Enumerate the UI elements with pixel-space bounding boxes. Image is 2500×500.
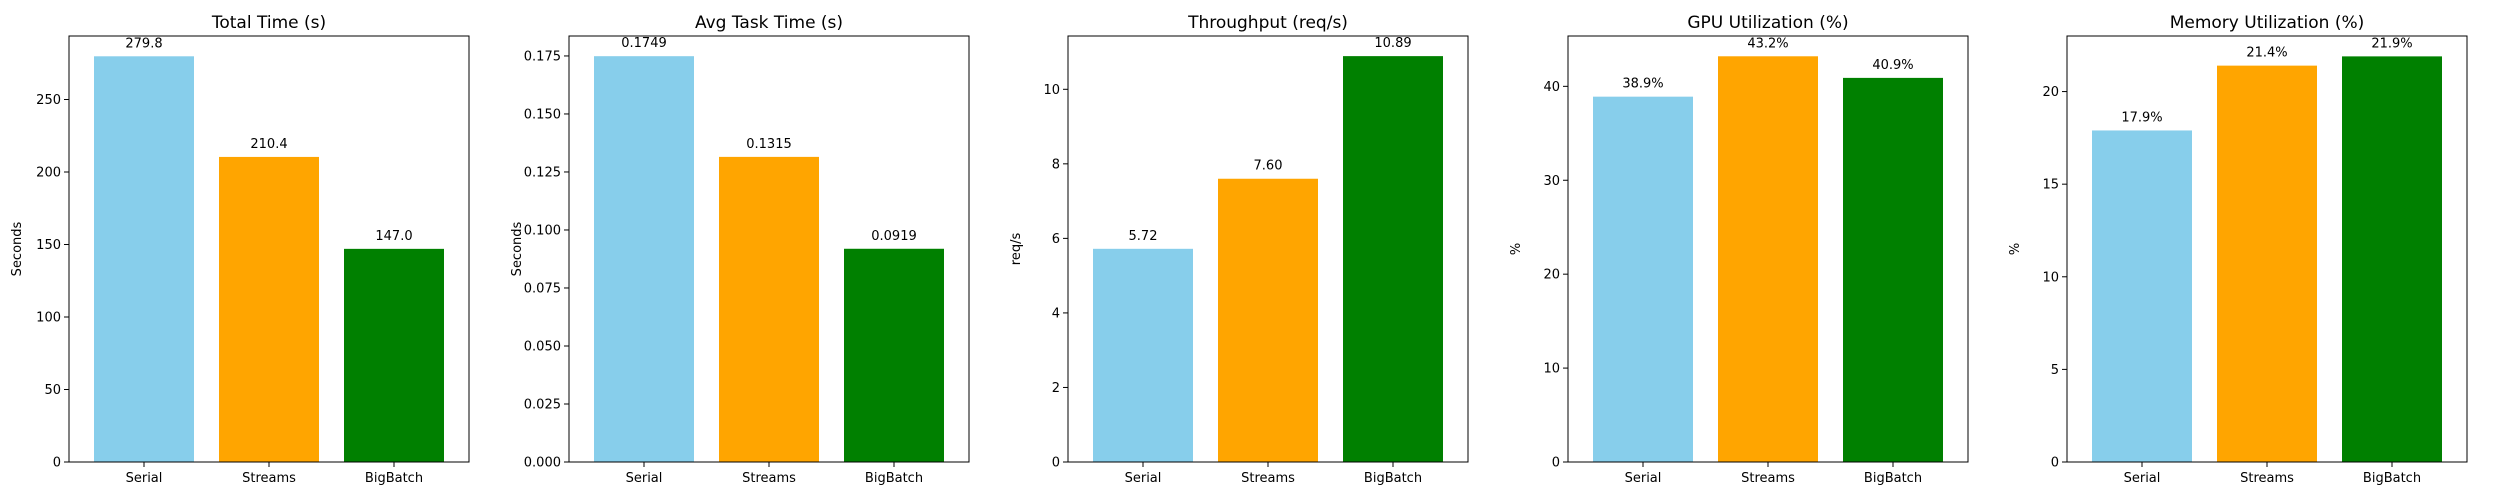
y-tick-label: 40: [1543, 80, 1560, 95]
y-axis-label: req/s: [1009, 233, 1024, 266]
y-tick-label: 6: [1052, 232, 1060, 247]
bar-serial: [2092, 130, 2192, 462]
y-tick-label: 0: [2051, 456, 2059, 471]
x-tick-label: Serial: [2124, 471, 2161, 486]
bar-streams: [1218, 178, 1318, 462]
bar-bigbatch: [344, 248, 444, 462]
y-tick-label: 2: [1052, 381, 1060, 396]
y-tick-label: 0.025: [524, 397, 561, 412]
chart-panel-3: 5.72 7.60 10.89 0 2 4 6 8 10 Serial Streams BigBatc…: [1009, 13, 1469, 486]
data-label: 0.1315: [746, 137, 792, 152]
data-label: 10.89: [1374, 36, 1411, 51]
bar-streams: [719, 156, 819, 462]
y-tick-label: 0: [1052, 456, 1060, 471]
bar-bigbatch: [1343, 56, 1443, 463]
y-axis-label: Seconds: [10, 221, 25, 276]
chart-panel-1: 279.8 210.4 147.0 0 50 100 150 200 250 Serial Stre…: [10, 13, 470, 486]
y-tick-label: 8: [1052, 157, 1060, 172]
y-tick-label: 10: [2042, 270, 2059, 285]
y-axis-label: %: [2008, 243, 2023, 255]
chart-title: Avg Task Time (s): [695, 13, 843, 33]
bar-streams: [2217, 65, 2317, 463]
y-tick-label: 0.175: [524, 49, 561, 64]
chart-panel-5: 17.9% 21.4% 21.9% 0 5 10 15 20 Serial Streams BigB…: [2008, 13, 2468, 486]
data-label: 210.4: [250, 137, 287, 152]
y-tick-label: 15: [2042, 178, 2059, 193]
y-tick-label: 10: [1543, 362, 1560, 377]
x-tick-label: Serial: [126, 471, 163, 486]
y-tick-label: 0.100: [524, 223, 561, 238]
x-tick-label: Streams: [1741, 471, 1795, 486]
y-tick-label: 0.125: [524, 165, 561, 180]
data-label: 21.9%: [2371, 36, 2412, 51]
y-tick-label: 200: [36, 166, 61, 181]
data-label: 43.2%: [1747, 36, 1788, 51]
y-tick-label: 150: [36, 238, 61, 253]
bar-bigbatch: [844, 248, 944, 462]
data-label: 279.8: [125, 36, 162, 51]
bar-serial: [94, 56, 194, 462]
chart-panel-2: 0.1749 0.1315 0.0919 0.000 0.025 0.050 0.075 0.…: [510, 13, 970, 486]
y-tick-label: 10: [1043, 83, 1060, 98]
y-tick-label: 250: [36, 93, 61, 108]
y-tick-label: 20: [2042, 85, 2059, 100]
x-tick-label: BigBatch: [365, 471, 423, 486]
bar-serial: [594, 56, 694, 462]
data-label: 38.9%: [1622, 77, 1663, 92]
x-tick-label: Serial: [1125, 471, 1162, 486]
data-label: 40.9%: [1872, 58, 1913, 73]
y-tick-label: 4: [1052, 306, 1060, 321]
data-label: 7.60: [1254, 159, 1283, 174]
chart-title: Memory Utilization (%): [2170, 13, 2365, 33]
data-label: 17.9%: [2121, 110, 2162, 125]
y-tick-label: 0: [1552, 456, 1560, 471]
bar-streams: [219, 156, 319, 462]
chart-panel-4: 38.9% 43.2% 40.9% 0 10 20 30 40 Serial Streams Big…: [1509, 13, 1969, 486]
x-tick-label: Streams: [742, 471, 796, 486]
chart-title: GPU Utilization (%): [1687, 13, 1848, 33]
data-label: 147.0: [375, 229, 412, 244]
y-tick-label: 100: [36, 311, 61, 326]
x-tick-label: BigBatch: [2363, 471, 2421, 486]
y-axis-label: %: [1509, 243, 1524, 255]
bar-serial: [1593, 96, 1693, 462]
data-label: 0.0919: [871, 229, 917, 244]
x-tick-label: Serial: [626, 471, 663, 486]
y-tick-label: 0.150: [524, 107, 561, 122]
x-tick-label: Streams: [1241, 471, 1295, 486]
y-axis-label: Seconds: [510, 221, 525, 276]
bar-bigbatch: [2342, 56, 2442, 463]
y-tick-label: 0.075: [524, 281, 561, 296]
y-tick-label: 0: [53, 456, 61, 471]
y-tick-label: 50: [44, 383, 61, 398]
y-tick-label: 30: [1543, 174, 1560, 189]
data-label: 21.4%: [2246, 46, 2287, 61]
x-tick-label: Serial: [1625, 471, 1662, 486]
bar-streams: [1718, 56, 1818, 463]
data-label: 0.1749: [621, 36, 667, 51]
x-tick-label: BigBatch: [1364, 471, 1422, 486]
x-tick-label: Streams: [2240, 471, 2294, 486]
y-tick-label: 20: [1543, 268, 1560, 283]
data-label: 5.72: [1129, 229, 1158, 244]
chart-title: Total Time (s): [211, 13, 326, 33]
bar-bigbatch: [1843, 77, 1943, 463]
x-tick-label: BigBatch: [1864, 471, 1922, 486]
y-tick-label: 5: [2051, 363, 2059, 378]
chart-title: Throughput (req/s): [1187, 13, 1348, 33]
y-tick-label: 0.050: [524, 339, 561, 354]
x-tick-label: Streams: [242, 471, 296, 486]
y-tick-label: 0.000: [524, 456, 561, 471]
x-tick-label: BigBatch: [865, 471, 923, 486]
bar-serial: [1093, 248, 1193, 462]
